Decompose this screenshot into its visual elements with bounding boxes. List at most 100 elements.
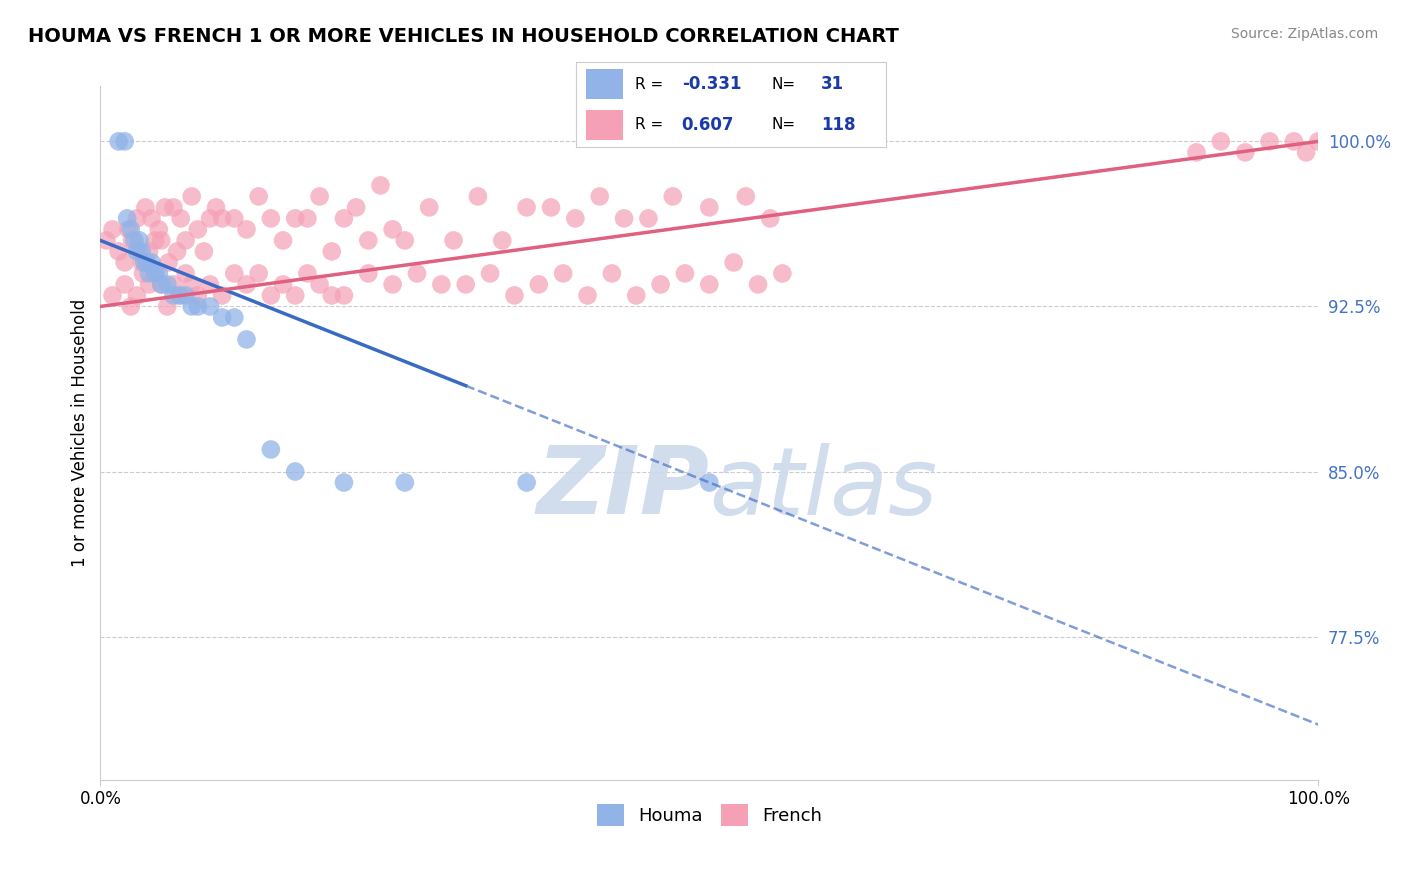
- Point: [770, 267, 793, 281]
- Point: [284, 288, 307, 302]
- Text: R =: R =: [636, 77, 668, 92]
- Point: [697, 475, 720, 490]
- Text: 118: 118: [821, 116, 855, 134]
- Point: [125, 211, 148, 226]
- Point: [107, 244, 129, 259]
- Point: [308, 277, 330, 292]
- Point: [589, 189, 612, 203]
- Point: [297, 211, 319, 226]
- Point: [284, 211, 307, 226]
- Point: [260, 211, 283, 226]
- Point: [734, 189, 756, 203]
- Point: [143, 234, 166, 248]
- Point: [131, 244, 153, 259]
- Bar: [586, 70, 623, 99]
- Point: [224, 211, 246, 226]
- Point: [1282, 134, 1305, 148]
- Point: [187, 300, 209, 314]
- Point: [1308, 134, 1330, 148]
- Point: [697, 277, 720, 292]
- Point: [198, 300, 221, 314]
- Point: [120, 300, 142, 314]
- Point: [381, 222, 404, 236]
- Point: [1234, 145, 1257, 160]
- Point: [381, 277, 404, 292]
- Point: [333, 211, 356, 226]
- Point: [503, 288, 526, 302]
- Point: [576, 288, 599, 302]
- Point: [491, 234, 513, 248]
- Point: [1295, 145, 1317, 160]
- Point: [394, 234, 416, 248]
- Point: [115, 211, 138, 226]
- Point: [180, 189, 202, 203]
- Point: [169, 288, 191, 302]
- Point: [135, 255, 157, 269]
- Point: [370, 178, 392, 193]
- Point: [125, 288, 148, 302]
- Point: [114, 277, 136, 292]
- Point: [148, 267, 170, 281]
- Point: [321, 288, 343, 302]
- Point: [333, 475, 356, 490]
- Point: [128, 244, 150, 259]
- Point: [516, 201, 538, 215]
- Text: HOUMA VS FRENCH 1 OR MORE VEHICLES IN HOUSEHOLD CORRELATION CHART: HOUMA VS FRENCH 1 OR MORE VEHICLES IN HO…: [28, 27, 898, 45]
- Point: [759, 211, 782, 226]
- Point: [141, 211, 163, 226]
- Point: [128, 234, 150, 248]
- Point: [134, 255, 156, 269]
- Point: [121, 234, 143, 248]
- Bar: [586, 110, 623, 139]
- Point: [96, 234, 118, 248]
- Point: [132, 267, 155, 281]
- Point: [174, 288, 197, 302]
- Point: [260, 442, 283, 457]
- Point: [224, 310, 246, 325]
- Point: [170, 211, 193, 226]
- Point: [205, 201, 228, 215]
- Point: [169, 288, 191, 302]
- Point: [150, 234, 173, 248]
- Point: [308, 189, 330, 203]
- Point: [120, 222, 142, 236]
- Point: [138, 277, 160, 292]
- Point: [162, 277, 184, 292]
- Point: [235, 333, 257, 347]
- Point: [198, 277, 221, 292]
- Point: [271, 277, 294, 292]
- Point: [357, 267, 380, 281]
- Point: [162, 288, 184, 302]
- Text: N=: N=: [772, 77, 796, 92]
- Point: [153, 201, 176, 215]
- Point: [247, 189, 270, 203]
- Point: [224, 267, 246, 281]
- Text: 0.607: 0.607: [682, 116, 734, 134]
- Point: [626, 288, 648, 302]
- Point: [143, 267, 166, 281]
- Point: [516, 475, 538, 490]
- Point: [443, 234, 465, 248]
- Text: N=: N=: [772, 117, 796, 132]
- Point: [600, 267, 623, 281]
- Point: [101, 222, 124, 236]
- Point: [430, 277, 453, 292]
- Point: [141, 255, 163, 269]
- Point: [134, 201, 156, 215]
- Text: Source: ZipAtlas.com: Source: ZipAtlas.com: [1230, 27, 1378, 41]
- Point: [187, 222, 209, 236]
- Point: [297, 267, 319, 281]
- Point: [117, 222, 139, 236]
- Point: [162, 201, 184, 215]
- Point: [247, 267, 270, 281]
- Point: [344, 201, 367, 215]
- Text: R =: R =: [636, 117, 668, 132]
- Y-axis label: 1 or more Vehicles in Household: 1 or more Vehicles in Household: [72, 299, 89, 567]
- Point: [467, 189, 489, 203]
- Point: [198, 211, 221, 226]
- Point: [148, 222, 170, 236]
- Text: 31: 31: [821, 75, 844, 93]
- Point: [394, 475, 416, 490]
- Point: [271, 234, 294, 248]
- Point: [418, 201, 440, 215]
